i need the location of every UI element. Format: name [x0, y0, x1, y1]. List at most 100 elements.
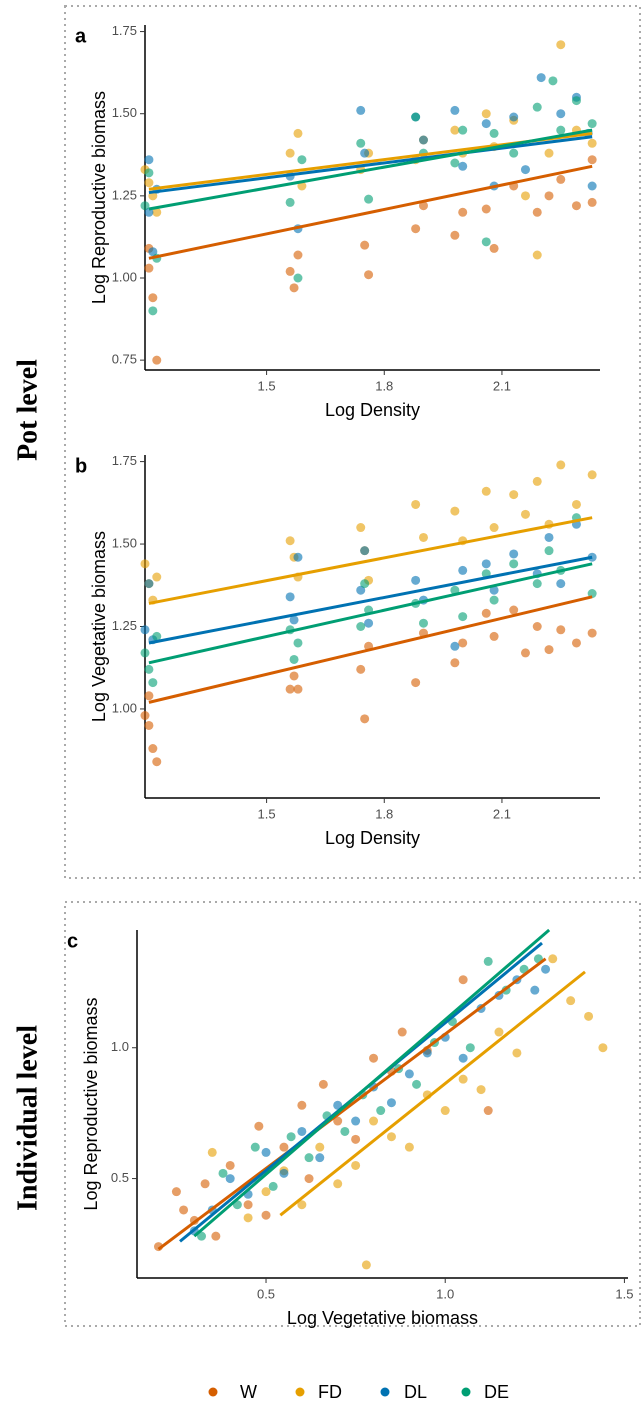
point	[293, 250, 303, 260]
point	[541, 964, 551, 974]
y-tick-label: 1.75	[112, 23, 137, 38]
point	[397, 1027, 407, 1037]
point	[225, 1174, 235, 1184]
x-tick-label: 1.0	[436, 1286, 454, 1301]
point	[520, 648, 530, 658]
point	[285, 197, 295, 207]
point	[509, 148, 519, 158]
y-tick-label: 1.25	[112, 618, 137, 633]
x-axis-label: Log Density	[325, 400, 420, 420]
point	[152, 207, 162, 217]
point	[458, 207, 468, 217]
y-axis-label: Log Reproductive biomass	[89, 91, 109, 304]
x-tick-label: 2.1	[493, 806, 511, 821]
point	[360, 240, 370, 250]
point	[587, 181, 597, 191]
fit-line	[148, 516, 593, 605]
point	[458, 1074, 468, 1084]
point	[360, 148, 370, 158]
point	[148, 293, 158, 303]
point	[587, 138, 597, 148]
point	[532, 207, 542, 217]
point	[450, 125, 460, 135]
point	[140, 648, 150, 658]
point	[304, 1153, 314, 1163]
point	[544, 546, 554, 556]
point	[450, 658, 460, 668]
point	[261, 1210, 271, 1220]
legend-marker	[208, 1387, 218, 1397]
point	[386, 1132, 396, 1142]
point	[520, 509, 530, 519]
group-label: Pot level	[12, 359, 43, 461]
point	[369, 1116, 379, 1126]
point	[489, 523, 499, 533]
point	[376, 1106, 386, 1116]
point	[289, 283, 299, 293]
point	[279, 1142, 289, 1152]
point	[268, 1181, 278, 1191]
point	[458, 161, 468, 171]
point	[144, 691, 154, 701]
point	[587, 589, 597, 599]
legend-marker	[295, 1387, 305, 1397]
fit-line	[193, 928, 551, 1238]
point	[356, 664, 366, 674]
point	[481, 119, 491, 129]
point	[148, 678, 158, 688]
point	[481, 204, 491, 214]
point	[293, 552, 303, 562]
point	[584, 1011, 594, 1021]
legend-label: FD	[318, 1382, 342, 1402]
point	[598, 1043, 608, 1053]
point	[289, 654, 299, 664]
point	[144, 664, 154, 674]
point	[544, 532, 554, 542]
point	[144, 168, 154, 178]
legend-label: DE	[484, 1382, 509, 1402]
point	[556, 40, 566, 50]
pot-box	[64, 5, 641, 879]
point	[587, 197, 597, 207]
point	[285, 536, 295, 546]
point	[254, 1121, 264, 1131]
point	[218, 1168, 228, 1178]
point	[411, 112, 421, 122]
point	[250, 1142, 260, 1152]
point	[509, 112, 519, 122]
point	[532, 622, 542, 631]
fit-line	[148, 555, 593, 645]
point	[356, 622, 366, 631]
point	[315, 1142, 325, 1152]
point	[361, 1260, 371, 1270]
x-tick-label: 1.5	[258, 806, 276, 821]
point	[140, 625, 150, 635]
point	[571, 201, 581, 211]
point	[179, 1205, 189, 1215]
point	[556, 460, 566, 470]
point	[140, 711, 150, 721]
point	[207, 1147, 217, 1157]
point	[489, 243, 499, 253]
point	[481, 608, 491, 618]
x-tick-label: 2.1	[493, 378, 511, 393]
point	[360, 714, 370, 724]
point	[544, 645, 554, 655]
point	[418, 618, 428, 628]
point	[261, 1187, 271, 1197]
point	[364, 270, 374, 280]
point	[418, 201, 428, 211]
x-tick-label: 1.5	[258, 378, 276, 393]
point	[144, 178, 154, 188]
point	[532, 579, 542, 589]
point	[571, 96, 581, 106]
legend-marker	[461, 1387, 471, 1397]
point	[333, 1179, 343, 1189]
panel-label: a	[75, 25, 87, 47]
fit-line	[148, 164, 593, 260]
x-tick-label: 1.5	[615, 1286, 633, 1301]
point	[412, 1079, 422, 1089]
point	[556, 625, 566, 635]
point	[548, 954, 558, 964]
y-axis-label: Log Vegetative biomass	[89, 531, 109, 722]
